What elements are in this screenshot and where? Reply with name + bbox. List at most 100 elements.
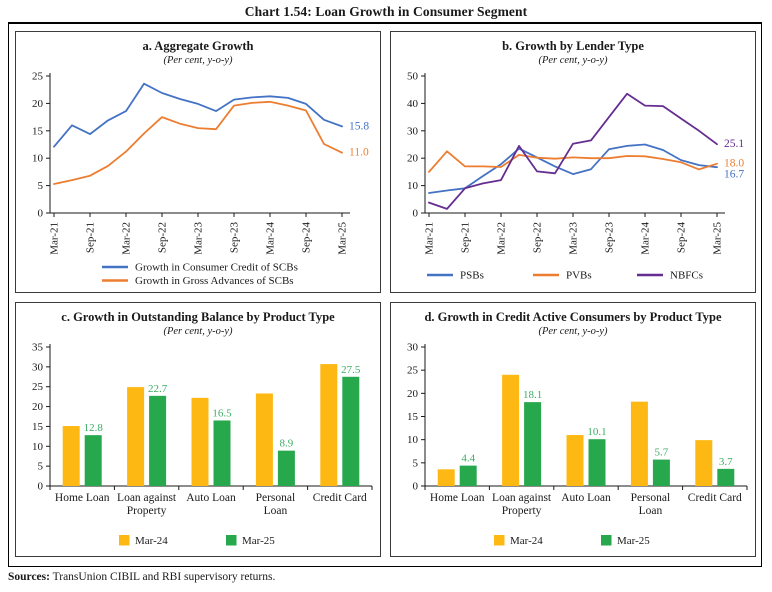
bar-Mar-25 [717,468,735,486]
series-end-label: 18.0 [724,158,744,170]
x-tick-label: Sep-24 [301,222,313,254]
bar-Mar-25 [652,459,670,486]
y-tick-label: 25 [32,71,44,83]
panel-c-subtitle: (Per cent, y-o-y) [163,326,233,337]
category-label: Auto Loan [561,492,611,504]
legend: PSBs PVBs NBFCs [427,270,703,282]
bar-Mar-24 [127,387,145,486]
y-tick-label: 20 [407,388,419,400]
y-tick-label: 10 [32,153,44,165]
y-tick-label: 10 [407,180,419,192]
legend-label: NBFCs [670,270,703,282]
legend-label: PVBs [566,270,592,282]
y-tick-label: 25 [32,381,44,393]
x-tick-label: Mar-21 [424,222,436,255]
bar-Mar-25 [213,420,231,486]
y-tick-label: 5 [38,461,44,473]
bar-value-label: 4.4 [461,453,475,465]
panel-c: c. Growth in Outstanding Balance by Prod… [15,302,381,557]
x-tick-label: Mar-23 [193,222,205,255]
y-tick-label: 30 [407,125,419,137]
legend-label: PSBs [460,270,484,282]
category-label: Credit Card [688,492,742,504]
category-label: Loan against [117,492,177,504]
line-series [428,92,718,210]
bar-value-label: 18.1 [523,389,542,401]
y-tick-label: 30 [32,361,44,373]
bar-value-label: 12.8 [84,422,104,434]
bar-Mar-24 [320,364,338,486]
panel-c-chart: 0 5 10 15 20 25 30 35 12.8 22.7 16.5 8.9 27.5 Home Lo… [16,341,380,561]
legend: Mar-24 Mar-25 [494,535,650,547]
bar-value-label: 22.7 [148,383,168,395]
panel-c-title: c. Growth in Outstanding Balance by Prod… [61,310,335,324]
y-tick-label: 20 [407,153,419,165]
panel-a-chart: 0 5 10 15 20 25 Mar-21 Sep-21 Mar-22 Sep-22 Mar-23… [16,70,380,297]
x-tick-label: Mar-24 [640,222,652,255]
bar-Mar-25 [342,376,360,486]
bar-Mar-24 [566,435,584,486]
category-label: Home Loan [55,492,110,504]
x-tick-label: Sep-23 [229,222,241,254]
y-tick-label: 30 [407,342,419,354]
bar-value-label: 27.5 [341,364,361,376]
panel-b-subtitle: (Per cent, y-o-y) [538,55,608,66]
axes [421,73,725,217]
panel-a: a. Aggregate Growth (Per cent, y-o-y) 0 5… [15,31,381,293]
y-tick-label: 20 [32,98,44,110]
sources-text: TransUnion CIBIL and RBI supervisory ret… [49,571,276,583]
figure-title: Chart 1.54: Loan Growth in Consumer Segm… [244,4,528,19]
y-tick-label: 5 [38,180,44,192]
sources-note: Sources: TransUnion CIBIL and RBI superv… [8,571,275,583]
category-label: Loan against [492,492,552,504]
x-tick-label: Sep-22 [157,222,169,253]
y-tick-label: 15 [32,125,44,137]
bar-value-label: 3.7 [719,456,733,468]
axes [421,344,748,490]
x-tick-label: Sep-21 [460,222,472,253]
panel-b-title: b. Growth by Lender Type [502,39,644,53]
category-label: Property [502,505,542,517]
panel-a-subtitle: (Per cent, y-o-y) [163,55,233,66]
y-tick-label: 10 [407,434,419,446]
category-label: Loan [264,505,288,517]
line-series [428,143,718,194]
y-tick-label: 20 [32,401,44,413]
x-tick-label: Mar-25 [712,222,724,255]
category-label: Auto Loan [186,492,236,504]
bar-Mar-24 [255,393,273,486]
legend: Growth in Consumer Credit of SCBsGrowth … [102,262,298,287]
y-tick-label: 10 [32,441,44,453]
line-series [53,100,343,185]
x-tick-label: Mar-25 [337,222,349,255]
panel-d-chart: 0 5 10 15 20 25 30 4.4 18.1 10.1 5.7 3.7 Home Loan Lo… [391,341,755,561]
panel-a-svg: 0 5 10 15 20 25 Mar-21 Sep-21 Mar-22 Sep-22 Mar-23… [32,71,369,288]
legend-label: Mar-25 [617,535,650,547]
category-label: Personal [256,492,296,504]
x-tick-label: Mar-22 [121,222,133,255]
x-tick-label: Mar-23 [568,222,580,255]
x-tick-label: Mar-21 [49,222,61,255]
legend-label: Mar-24 [135,535,168,547]
axes [46,73,350,217]
bar-Mar-25 [277,450,295,486]
legend: Mar-24 Mar-25 [119,535,275,547]
legend-swatch [494,535,505,546]
legend-swatch [119,535,130,546]
y-tick-label: 0 [413,481,419,493]
y-tick-label: 5 [413,457,419,469]
legend-swatch [601,535,612,546]
legend-label: Growth in Consumer Credit of SCBs [135,262,298,274]
y-tick-label: 0 [38,481,44,493]
legend-label: Mar-25 [242,535,275,547]
y-tick-label: 15 [32,421,44,433]
line-series [53,82,343,148]
legend-label: Mar-24 [510,535,543,547]
y-tick-label: 0 [413,208,419,220]
bar-Mar-24 [191,397,209,486]
axes [46,344,373,490]
category-label: Personal [631,492,671,504]
bar-Mar-25 [588,439,606,486]
panel-b: b. Growth by Lender Type (Per cent, y-o-… [390,31,756,293]
